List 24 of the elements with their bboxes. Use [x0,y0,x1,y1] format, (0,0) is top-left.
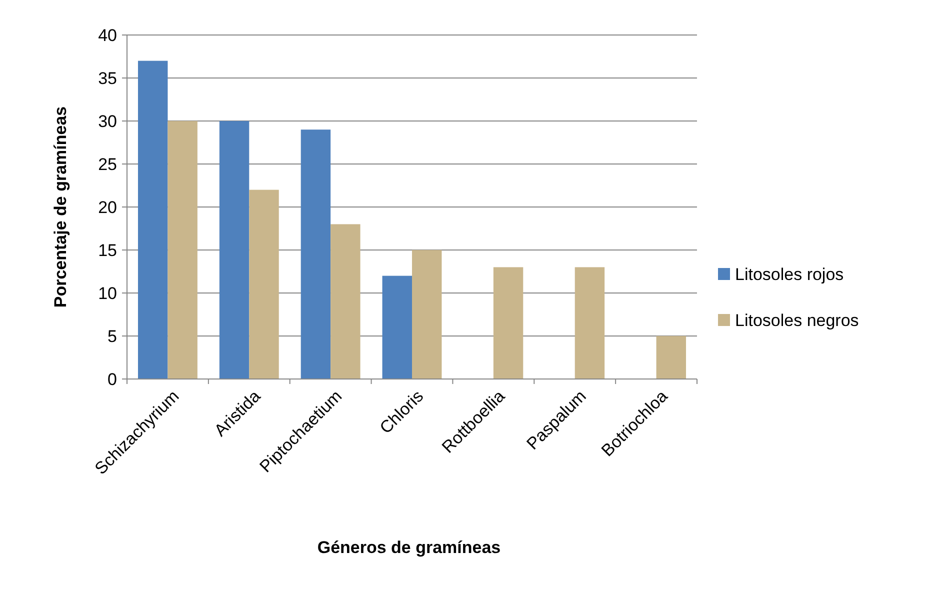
y-tick-label: 10 [98,284,117,303]
bar [138,60,168,379]
y-tick-label: 25 [98,154,117,174]
bar [300,130,331,379]
y-tick-label: 35 [98,68,117,88]
bar [168,121,198,379]
bar [656,336,686,379]
y-tick-label: 40 [98,26,117,45]
y-tick-label: 20 [98,198,117,217]
y-tick-label: 5 [108,326,117,346]
legend-label: Litosoles negros [735,310,859,330]
y-tick-label: 30 [98,112,117,131]
bar [412,250,442,379]
legend-label: Litosoles rojos [735,264,844,284]
bar [493,267,524,379]
bar [249,190,279,379]
x-axis-title: Géneros de gramíneas [317,538,501,557]
bar [574,267,605,379]
bar [219,121,250,379]
bar [382,276,412,379]
y-axis-title: Porcentaje de gramíneas [51,106,70,308]
bar [330,224,360,379]
y-tick-label: 15 [98,240,117,260]
y-tick-label: 0 [108,370,117,389]
